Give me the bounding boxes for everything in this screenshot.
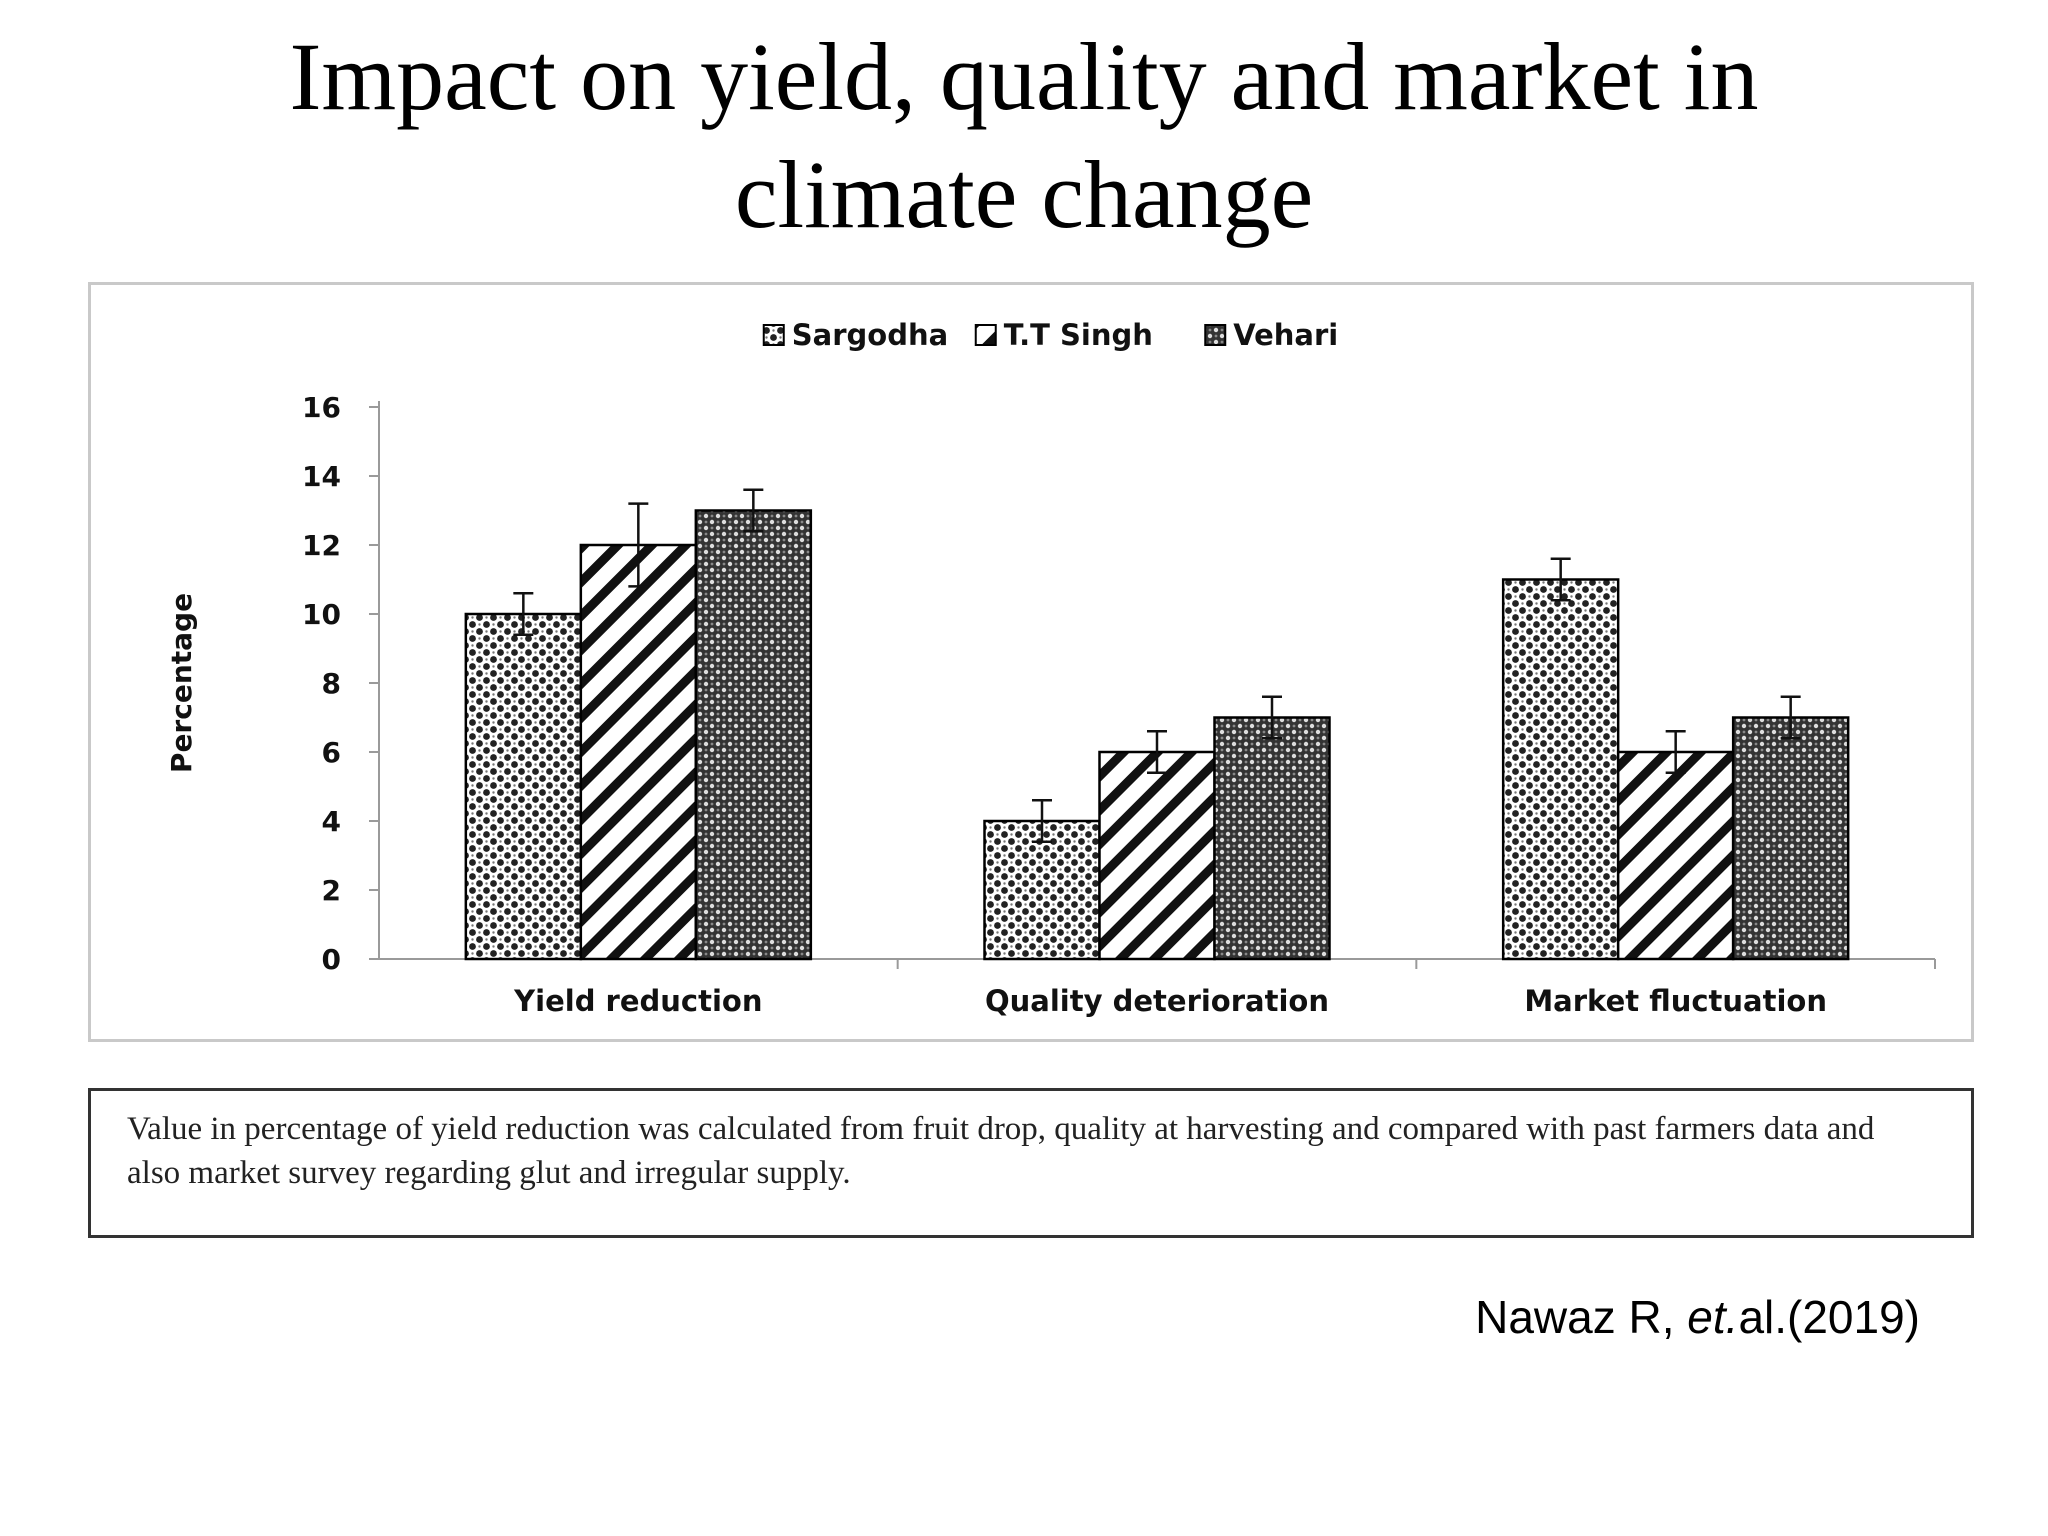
y-tick-label: 8 xyxy=(322,667,341,700)
legend-swatch-vehari xyxy=(1204,324,1227,346)
chart-error-bars xyxy=(513,488,1801,843)
chart-bars xyxy=(464,509,1850,961)
citation-rest: al.(2019) xyxy=(1738,1291,1920,1343)
legend-swatch-sargodha xyxy=(762,324,785,346)
bar-t-t-singh-yield-reduction xyxy=(579,543,698,961)
bar-sargodha-yield-reduction xyxy=(464,612,583,961)
bar-chart: Sargodha T.T Singh Vehari 0 2 4 6 8 10 12 14 16 Per… xyxy=(165,318,1936,1018)
bar-vehari-market-fluctuation xyxy=(1731,716,1850,961)
bar-t-t-singh-market-fluctuation xyxy=(1616,750,1735,961)
legend-label-t-t-singh: T.T Singh xyxy=(1004,318,1153,352)
y-tick-label: 12 xyxy=(302,529,341,562)
slide-title-line-2: climate change xyxy=(734,141,1314,248)
bar-vehari-quality-deterioration xyxy=(1213,716,1331,961)
x-category-label-yield-reduction: Yield reduction xyxy=(513,984,762,1018)
legend-swatch-t-t-singh xyxy=(974,324,997,346)
slide-title: Impact on yield, quality and market in c… xyxy=(0,18,2048,254)
x-category-label-quality-deterioration: Quality deterioration xyxy=(985,984,1329,1018)
citation-author: Nawaz R, xyxy=(1475,1291,1688,1343)
legend-label-vehari: Vehari xyxy=(1233,318,1338,352)
legend-label-sargodha: Sargodha xyxy=(792,318,948,352)
y-axis-title: Percentage xyxy=(165,593,198,773)
y-tick-label: 10 xyxy=(302,598,341,631)
y-tick-label: 0 xyxy=(322,943,341,976)
citation-etal: et. xyxy=(1687,1291,1739,1343)
bar-vehari-yield-reduction xyxy=(694,509,813,961)
y-tick-label: 4 xyxy=(322,805,341,838)
y-tick-label: 2 xyxy=(322,874,341,907)
chart-frame: Sargodha T.T Singh Vehari 0 2 4 6 8 10 12 14 16 Per… xyxy=(88,282,1974,1042)
chart-labels: 0 2 4 6 8 10 12 14 16 Percentage Yield reduction Qu… xyxy=(165,391,1827,1018)
citation: Nawaz R, et.al.(2019) xyxy=(1475,1290,1920,1344)
y-tick-label: 6 xyxy=(322,736,341,769)
chart-note-text: Value in percentage of yield reduction w… xyxy=(127,1111,1875,1191)
y-tick-label: 14 xyxy=(302,460,341,493)
x-category-label-market-fluctuation: Market fluctuation xyxy=(1524,984,1827,1018)
chart-note-box: Value in percentage of yield reduction w… xyxy=(88,1088,1974,1238)
bar-t-t-singh-quality-deterioration xyxy=(1098,750,1216,961)
slide-title-line-1: Impact on yield, quality and market in xyxy=(289,23,1759,130)
bar-sargodha-market-fluctuation xyxy=(1501,578,1620,961)
y-tick-label: 16 xyxy=(302,391,341,424)
chart-legend: Sargodha T.T Singh Vehari xyxy=(762,318,1338,352)
